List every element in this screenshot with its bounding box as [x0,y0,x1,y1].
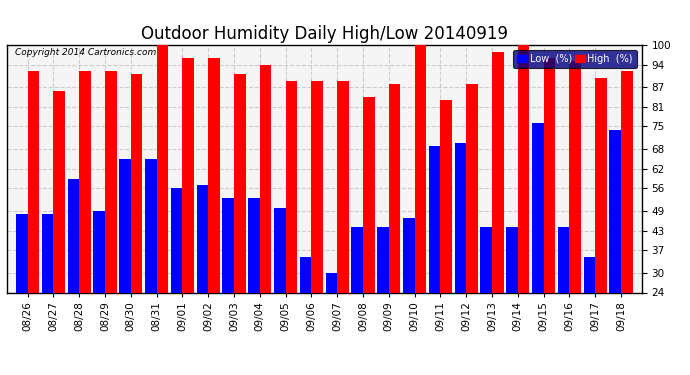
Bar [518,42,529,370]
Bar [119,159,131,370]
Bar [506,227,518,370]
Bar [208,58,220,370]
Text: Copyright 2014 Cartronics.com: Copyright 2014 Cartronics.com [14,48,156,57]
Bar [388,84,400,370]
Bar [28,71,39,370]
Bar [16,214,28,370]
Bar [145,159,157,370]
Bar [170,188,182,370]
Bar [428,146,440,370]
Bar [182,58,194,370]
Bar [377,227,388,370]
Bar [492,51,504,370]
Title: Outdoor Humidity Daily High/Low 20140919: Outdoor Humidity Daily High/Low 20140919 [141,26,508,44]
Bar [197,185,208,370]
Bar [544,58,555,370]
Bar [157,42,168,370]
Bar [415,42,426,370]
Bar [569,61,581,370]
Bar [222,198,234,370]
Legend: Low  (%), High  (%): Low (%), High (%) [513,50,637,68]
Bar [79,71,91,370]
Bar [363,97,375,370]
Bar [260,64,271,370]
Bar [480,227,492,370]
Bar [131,74,142,370]
Bar [248,198,260,370]
Bar [286,81,297,370]
Bar [351,227,363,370]
Bar [299,256,311,370]
Bar [68,178,79,370]
Bar [274,208,286,370]
Bar [326,273,337,370]
Bar [584,256,595,370]
Bar [609,130,621,370]
Bar [337,81,349,370]
Bar [93,211,105,370]
Bar [455,143,466,370]
Bar [595,78,607,370]
Bar [466,84,478,370]
Bar [532,123,544,370]
Bar [558,227,569,370]
Bar [105,71,117,370]
Bar [234,74,246,370]
Bar [53,91,65,370]
Bar [311,81,323,370]
Bar [41,214,53,370]
Bar [403,217,415,370]
Bar [440,100,452,370]
Bar [621,71,633,370]
